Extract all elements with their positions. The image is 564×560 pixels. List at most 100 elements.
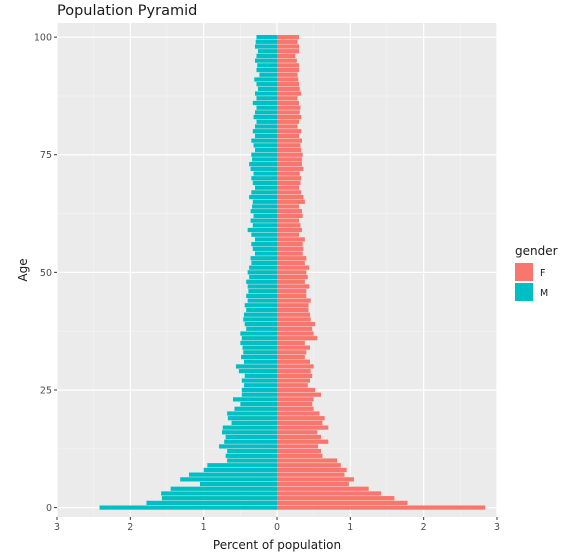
bar-m <box>246 326 277 331</box>
bar-m <box>249 194 277 200</box>
bar-f <box>277 100 299 106</box>
bar-f <box>277 209 302 214</box>
bar-f <box>277 180 301 186</box>
bar-f <box>277 39 298 44</box>
bar-f <box>277 124 298 129</box>
bar-m <box>227 449 277 454</box>
bar-f <box>277 58 297 63</box>
bar-m <box>255 44 277 49</box>
bar-f <box>277 331 314 336</box>
bar-f <box>277 383 308 388</box>
bar-m <box>256 82 277 87</box>
bar-m <box>224 439 277 444</box>
bar-f <box>277 472 345 477</box>
bar-f <box>277 232 299 237</box>
x-axis: 3 2 1 0 1 2 3 <box>54 517 500 533</box>
bar-f <box>277 147 302 153</box>
bar-f <box>277 72 298 77</box>
bar-m <box>249 265 277 270</box>
y-tick-label: 100 <box>34 33 52 44</box>
bar-m <box>240 340 277 346</box>
bar-f <box>277 491 382 496</box>
y-axis-title: Age <box>16 258 30 281</box>
bar-f <box>277 425 329 430</box>
bar-f <box>277 213 303 219</box>
bar-f <box>277 500 408 506</box>
bar-f <box>277 434 321 440</box>
bar-f <box>277 369 311 374</box>
bar-m <box>203 467 277 473</box>
x-tick-label: 1 <box>347 522 353 533</box>
bar-f <box>277 378 310 383</box>
bar-f <box>277 420 323 426</box>
bar-m <box>252 129 277 134</box>
y-tick-label: 50 <box>40 268 52 279</box>
bar-f <box>277 49 299 54</box>
bar-m <box>255 124 277 129</box>
bar-f <box>277 463 341 468</box>
bar-f <box>277 166 304 171</box>
bar-f <box>277 406 314 411</box>
bar-m <box>241 387 277 393</box>
x-tick-label: 1 <box>201 522 207 533</box>
bar-m <box>256 34 277 40</box>
bar-f <box>277 392 321 397</box>
bar-f <box>277 237 305 242</box>
bar-f <box>277 477 354 482</box>
bar-m <box>252 100 277 106</box>
bar-m <box>256 119 277 124</box>
bar-f <box>277 321 316 327</box>
bar-f <box>277 326 313 331</box>
bar-m <box>250 166 277 171</box>
bar-m <box>255 110 277 115</box>
bar-f <box>277 96 298 101</box>
y-tick-label: 0 <box>46 503 52 514</box>
bar-m <box>251 232 277 237</box>
bar-m <box>207 463 277 468</box>
bar-f <box>277 373 313 378</box>
bar-m <box>225 434 277 440</box>
bar-f <box>277 336 318 341</box>
bar-f <box>277 34 299 40</box>
bar-f <box>277 204 299 209</box>
bar-m <box>250 256 277 261</box>
bar-m <box>161 491 277 496</box>
bar-f <box>277 312 310 317</box>
bar-m <box>170 486 277 491</box>
bar-m <box>244 359 277 364</box>
bar-f <box>277 242 303 247</box>
bar-f <box>277 185 299 190</box>
bar-m <box>255 185 277 190</box>
bar-f <box>277 458 338 463</box>
bar-m <box>227 458 277 463</box>
bar-f <box>277 152 303 157</box>
x-tick-label: 3 <box>494 522 500 533</box>
bar-f <box>277 265 310 270</box>
bar-m <box>243 350 277 355</box>
bar-f <box>277 359 310 364</box>
bar-f <box>277 218 299 223</box>
bar-f <box>277 416 325 421</box>
bar-f <box>277 449 321 454</box>
bar-m <box>241 392 277 397</box>
bars-layer <box>99 34 486 510</box>
bar-m <box>146 500 277 506</box>
bar-m <box>252 223 277 228</box>
bar-m <box>247 227 277 233</box>
bar-m <box>225 453 277 458</box>
bar-f <box>277 251 303 256</box>
bar-m <box>161 496 277 501</box>
bar-m <box>248 289 277 294</box>
bar-m <box>238 369 277 374</box>
bar-m <box>222 430 277 435</box>
bar-m <box>255 237 277 242</box>
bar-m <box>251 260 277 266</box>
bar-f <box>277 481 349 487</box>
bar-f <box>277 303 309 308</box>
bar-f <box>277 317 311 322</box>
bar-f <box>277 190 302 195</box>
bar-m <box>247 298 277 303</box>
bar-f <box>277 162 302 167</box>
bar-m <box>180 477 277 482</box>
